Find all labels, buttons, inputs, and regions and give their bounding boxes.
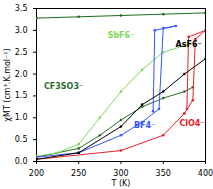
svg-text:0.0: 0.0 bbox=[15, 157, 28, 166]
svg-text:2.0: 2.0 bbox=[15, 70, 28, 79]
svg-text:3.5: 3.5 bbox=[15, 4, 28, 13]
svg-text:2.5: 2.5 bbox=[15, 48, 28, 57]
svg-text:χMT (cm³.K.mol⁻¹): χMT (cm³.K.mol⁻¹) bbox=[3, 48, 12, 121]
svg-text:3.0: 3.0 bbox=[15, 26, 28, 35]
svg-text:CF3SO3⁻: CF3SO3⁻ bbox=[44, 82, 83, 91]
svg-text:200: 200 bbox=[29, 169, 44, 178]
svg-text:T (K): T (K) bbox=[111, 179, 131, 188]
svg-text:250: 250 bbox=[71, 169, 86, 178]
svg-text:1.0: 1.0 bbox=[15, 113, 28, 122]
svg-text:SbF6⁻: SbF6⁻ bbox=[108, 31, 135, 40]
svg-text:400: 400 bbox=[198, 169, 213, 178]
svg-text:AsF6⁻: AsF6⁻ bbox=[175, 40, 201, 49]
svg-text:0.5: 0.5 bbox=[15, 135, 28, 144]
svg-text:ClO4⁻: ClO4⁻ bbox=[179, 119, 204, 128]
svg-text:1.5: 1.5 bbox=[15, 91, 28, 100]
svg-text:350: 350 bbox=[156, 169, 171, 178]
svg-text:300: 300 bbox=[113, 169, 128, 178]
svg-text:BF4⁻: BF4⁻ bbox=[134, 121, 155, 130]
